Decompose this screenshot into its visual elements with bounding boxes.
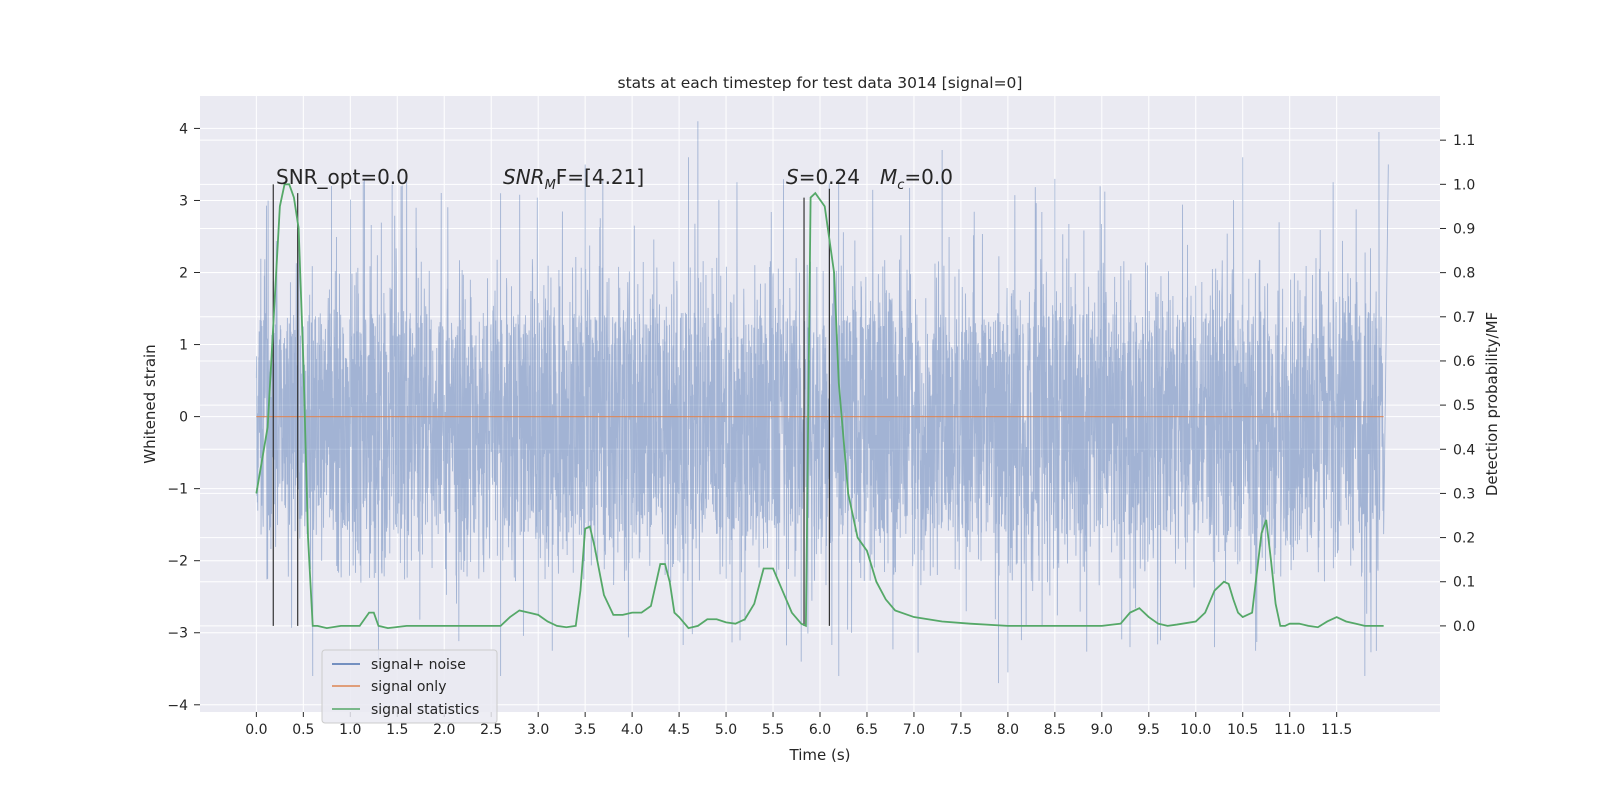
noise-trace bbox=[255, 121, 1389, 684]
annotation-mc-value: =0.0 bbox=[904, 165, 953, 189]
y2-tick-label: 0.9 bbox=[1453, 221, 1475, 237]
annotation-mc-subscript: c bbox=[897, 178, 904, 193]
x-tick-label: 7.0 bbox=[903, 722, 925, 738]
annotation-snr-mf-rest: F=[4.21] bbox=[556, 165, 644, 189]
series-signal-noise bbox=[255, 121, 1389, 684]
x-tick-label: 1.5 bbox=[386, 722, 408, 738]
y2-tick-label: 0.3 bbox=[1453, 486, 1475, 502]
annotation-s-symbol: S bbox=[786, 165, 799, 189]
x-tick-label: 9.0 bbox=[1091, 722, 1113, 738]
legend: signal+ noise signal only signal statist… bbox=[321, 649, 498, 724]
y2-tick-label: 0.7 bbox=[1453, 310, 1475, 326]
y2-tick-label: 0.8 bbox=[1453, 266, 1475, 282]
y2-tick-label: 1.1 bbox=[1453, 133, 1475, 149]
x-tick-label: 0.0 bbox=[245, 722, 267, 738]
x-tick-label: 11.0 bbox=[1274, 722, 1305, 738]
x-tick-label: 2.0 bbox=[433, 722, 455, 738]
annotation-snr-mf-symbol: SNR bbox=[503, 165, 545, 189]
x-tick-label: 3.0 bbox=[527, 722, 549, 738]
x-tick-label: 7.5 bbox=[950, 722, 972, 738]
annotation-mc-symbol: M bbox=[880, 165, 897, 189]
y2-tick-label: 1.0 bbox=[1453, 177, 1475, 193]
annotation-s-value: =0.24 bbox=[799, 165, 860, 189]
series-signal-statistics bbox=[255, 183, 1384, 630]
x-tick-label: 8.5 bbox=[1044, 722, 1066, 738]
annotation-snr-opt-text: SNR_opt=0.0 bbox=[276, 165, 409, 189]
annotation-mc: Mc=0.0 bbox=[880, 165, 953, 193]
chart-title: stats at each timestep for test data 301… bbox=[618, 74, 1023, 92]
y2-axis-label: Detection probability/MF bbox=[1483, 312, 1501, 496]
y-tick-label: 3 bbox=[179, 193, 188, 209]
y2-tick-label: 0.6 bbox=[1453, 354, 1475, 370]
x-tick-label: 3.5 bbox=[574, 722, 596, 738]
x-tick-label: 4.5 bbox=[668, 722, 690, 738]
annotation-snr-opt: SNR_opt=0.0 bbox=[276, 165, 409, 189]
y-tick-label: −2 bbox=[167, 554, 188, 570]
annotation-snr-mf-subscript: M bbox=[545, 178, 556, 193]
x-tick-label: 5.5 bbox=[762, 722, 784, 738]
x-tick-label: 10.0 bbox=[1180, 722, 1211, 738]
y-tick-label: −3 bbox=[167, 626, 188, 642]
vertical-markers bbox=[272, 184, 830, 626]
annotation-snr-mf: SNRMF=[4.21] bbox=[503, 165, 644, 193]
signal-statistics-line bbox=[255, 183, 1384, 630]
legend-label-signal-noise: signal+ noise bbox=[371, 657, 466, 673]
x-tick-label: 9.5 bbox=[1138, 722, 1160, 738]
y2-tick-label: 0.2 bbox=[1453, 531, 1475, 547]
x-tick-label: 1.0 bbox=[339, 722, 361, 738]
x-tick-label: 6.0 bbox=[809, 722, 831, 738]
y-tick-label: 4 bbox=[179, 121, 188, 137]
y2-tick-label: 0.4 bbox=[1453, 442, 1475, 458]
x-tick-label: 2.5 bbox=[480, 722, 502, 738]
x-tick-label: 4.0 bbox=[621, 722, 643, 738]
y-axis-label: Whitened strain bbox=[141, 344, 159, 463]
y2-tick-label: 0.1 bbox=[1453, 575, 1475, 591]
x-tick-label: 0.5 bbox=[292, 722, 314, 738]
y-tick-label: 0 bbox=[179, 410, 188, 426]
grid bbox=[200, 96, 1440, 712]
y-tick-label: 1 bbox=[179, 338, 188, 354]
x-tick-label: 5.0 bbox=[715, 722, 737, 738]
axes: 0.0 0.5 1.0 1.5 2.0 2.5 3.0 3.5 4.0 4.5 5.0 5.5 6.0 6… bbox=[167, 121, 1475, 738]
legend-label-signal-only: signal only bbox=[371, 679, 446, 695]
y2-tick-label: 0.5 bbox=[1453, 398, 1475, 414]
y-tick-label: 2 bbox=[179, 266, 188, 282]
x-tick-label: 6.5 bbox=[856, 722, 878, 738]
x-tick-label: 11.5 bbox=[1321, 722, 1352, 738]
y-tick-label: −1 bbox=[167, 482, 188, 498]
y2-tick-label: 0.0 bbox=[1453, 619, 1475, 635]
x-tick-label: 10.5 bbox=[1227, 722, 1258, 738]
y-tick-label: −4 bbox=[167, 698, 188, 714]
legend-label-signal-statistics: signal statistics bbox=[371, 702, 479, 718]
annotation-s: S=0.24 bbox=[786, 165, 860, 189]
x-axis-label: Time (s) bbox=[789, 746, 851, 764]
x-tick-label: 8.0 bbox=[997, 722, 1019, 738]
legend-box bbox=[321, 649, 498, 724]
